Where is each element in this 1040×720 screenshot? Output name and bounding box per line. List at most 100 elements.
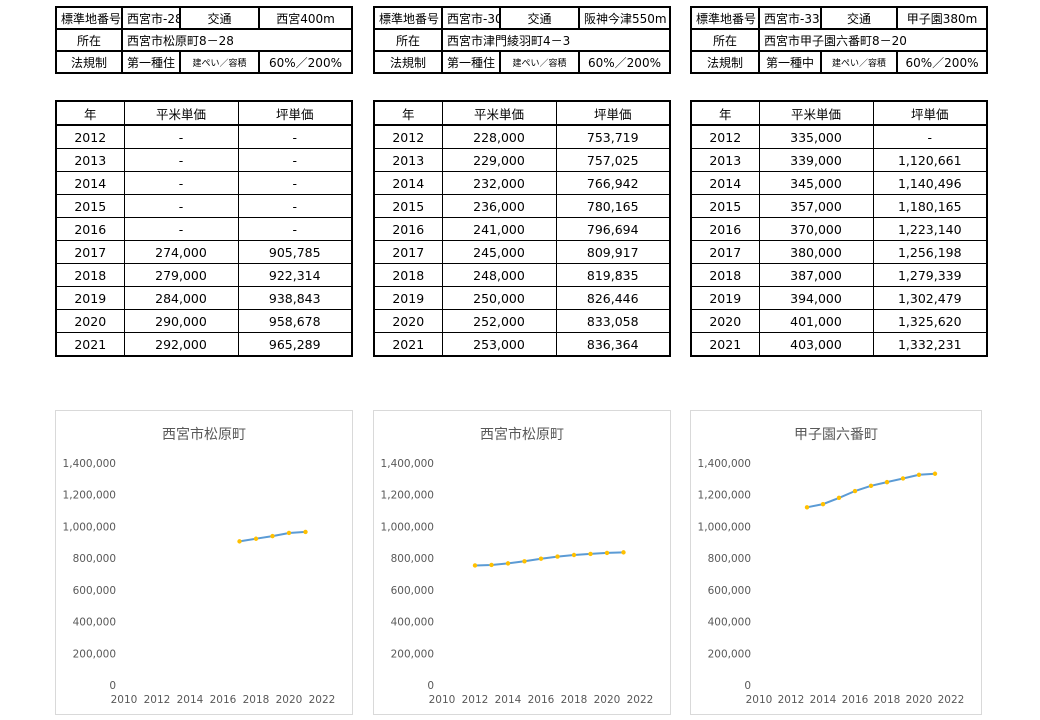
table-row: 2012 228,000 753,719 xyxy=(373,124,671,149)
table-row: 2019 284,000 938,843 xyxy=(55,286,353,310)
header-tsubo-price: 坪単価 xyxy=(872,100,988,126)
tsubo-price-cell: 965,289 xyxy=(237,332,353,357)
year-cell: 2021 xyxy=(690,332,760,357)
year-cell: 2020 xyxy=(55,309,125,333)
tsubo-price-cell: 1,256,198 xyxy=(872,240,988,264)
tsubo-price-cell: 938,843 xyxy=(237,286,353,310)
sqm-price-cell: - xyxy=(123,217,239,241)
tsubo-price-cell: 1,302,479 xyxy=(872,286,988,310)
tsubo-price-cell: - xyxy=(237,171,353,195)
data-point xyxy=(804,505,810,510)
x-tick-label: 2018 xyxy=(874,694,901,706)
table-row: 2015- - xyxy=(55,194,353,218)
header-year: 年 xyxy=(373,100,443,126)
sqm-price-cell: 387,000 xyxy=(758,263,874,287)
sqm-price-cell: - xyxy=(123,194,239,218)
tsubo-price-cell: 1,325,620 xyxy=(872,309,988,333)
year-cell: 2019 xyxy=(690,286,760,310)
table-row: 2014 232,000 766,942 xyxy=(373,171,671,195)
table-row: 2013 339,000 1,120,661 xyxy=(690,148,988,172)
table-row: 2017 274,000 905,785 xyxy=(55,240,353,264)
data-point xyxy=(472,563,478,568)
year-cell: 2012 xyxy=(373,124,443,149)
year-cell: 2018 xyxy=(55,263,125,287)
year-cell: 2017 xyxy=(55,240,125,264)
label-regulation: 法規制 xyxy=(55,50,123,74)
table-row: 2013- - xyxy=(55,148,353,172)
x-tick-label: 2020 xyxy=(594,694,621,706)
table-row: 2016 370,000 1,223,140 xyxy=(690,217,988,241)
sqm-price-cell: 250,000 xyxy=(441,286,557,310)
tsubo-price-cell: 796,694 xyxy=(555,217,671,241)
y-tick-label: 1,200,000 xyxy=(698,490,751,502)
zoning-value: 第一種住 xyxy=(441,50,501,74)
data-point xyxy=(237,539,242,544)
y-tick-label: 800,000 xyxy=(708,553,751,565)
data-point xyxy=(286,530,292,536)
year-cell: 2019 xyxy=(55,286,125,310)
data-point xyxy=(916,472,922,477)
table-row: 2017 380,000 1,256,198 xyxy=(690,240,988,264)
x-tick-label: 2020 xyxy=(276,694,303,706)
year-cell: 2012 xyxy=(690,124,760,149)
tsubo-price-cell: 766,942 xyxy=(555,171,671,195)
y-tick-label: 1,200,000 xyxy=(63,490,116,502)
sqm-price-cell: - xyxy=(123,148,239,172)
table-row: 2021 253,000 836,364 xyxy=(373,332,671,357)
tsubo-price-cell: - xyxy=(237,194,353,218)
y-tick-label: 1,000,000 xyxy=(63,521,116,533)
x-tick-label: 2014 xyxy=(177,694,204,706)
label-regulation: 法規制 xyxy=(373,50,443,74)
coverage-ratio-value: 60%／200% xyxy=(258,50,353,74)
table-row: 2021 292,000 965,289 xyxy=(55,332,353,357)
line-chart-1: 西宮市松原町 0 200,000 400,000 600,000 800,000 1,000… xyxy=(373,410,671,715)
table-row: 2020 252,000 833,058 xyxy=(373,309,671,333)
x-tick-label: 2022 xyxy=(309,694,336,706)
y-tick-label: 200,000 xyxy=(73,648,116,660)
data-point xyxy=(820,501,826,507)
x-tick-label: 2010 xyxy=(746,694,773,706)
line-chart-2: 甲子園六番町 0 200,000 400,000 600,000 800,000 1,000… xyxy=(690,410,982,715)
data-point xyxy=(538,556,544,561)
y-tick-label: 400,000 xyxy=(391,617,434,629)
data-point xyxy=(868,483,874,489)
price-panel-2: 年 平米単価 坪単価 2012 335,000- 2013 339,000 1,120… xyxy=(690,100,988,357)
sqm-price-cell: 292,000 xyxy=(123,332,239,357)
y-tick-label: 600,000 xyxy=(391,585,434,597)
tsubo-price-cell: - xyxy=(872,124,988,149)
label-standard-no: 標準地番号 xyxy=(55,6,123,30)
header-year: 年 xyxy=(55,100,125,126)
year-cell: 2020 xyxy=(373,309,443,333)
year-cell: 2012 xyxy=(55,124,125,149)
tsubo-price-cell: 753,719 xyxy=(555,124,671,149)
x-tick-label: 2016 xyxy=(528,694,555,706)
price-panel-0: 年 平米単価 坪単価 2012- - 2013- - 2014- - 2015- - 2… xyxy=(55,100,353,357)
table-header-row: 年 平米単価 坪単価 xyxy=(55,100,353,126)
header-tsubo-price: 坪単価 xyxy=(237,100,353,126)
year-cell: 2020 xyxy=(690,309,760,333)
location-value: 西宮市松原町8－28 xyxy=(121,28,353,52)
table-row: 2016- - xyxy=(55,217,353,241)
series-line xyxy=(474,551,624,567)
price-table-1: 年 平米単価 坪単価 2012 228,000 753,719 2013 229,00… xyxy=(373,100,671,357)
data-point xyxy=(621,550,626,555)
x-tick-label: 2012 xyxy=(778,694,805,706)
sqm-price-cell: 279,000 xyxy=(123,263,239,287)
label-transport: 交通 xyxy=(820,6,898,30)
tsubo-price-cell: - xyxy=(237,217,353,241)
year-cell: 2018 xyxy=(373,263,443,287)
location-value: 西宮市津門綾羽町4－3 xyxy=(441,28,671,52)
tsubo-price-cell: 1,120,661 xyxy=(872,148,988,172)
x-tick-label: 2014 xyxy=(495,694,522,706)
sqm-price-cell: 370,000 xyxy=(758,217,874,241)
table-row: 2020 290,000 958,678 xyxy=(55,309,353,333)
year-cell: 2021 xyxy=(55,332,125,357)
standard-no: 西宮市-30 xyxy=(441,6,501,30)
sqm-price-cell: 252,000 xyxy=(441,309,557,333)
sqm-price-cell: 394,000 xyxy=(758,286,874,310)
tsubo-price-cell: 826,446 xyxy=(555,286,671,310)
tsubo-price-cell: 1,180,165 xyxy=(872,194,988,218)
tsubo-price-cell: 922,314 xyxy=(237,263,353,287)
tsubo-price-cell: 958,678 xyxy=(237,309,353,333)
price-table-2: 年 平米単価 坪単価 2012 335,000- 2013 339,000 1,120… xyxy=(690,100,988,357)
